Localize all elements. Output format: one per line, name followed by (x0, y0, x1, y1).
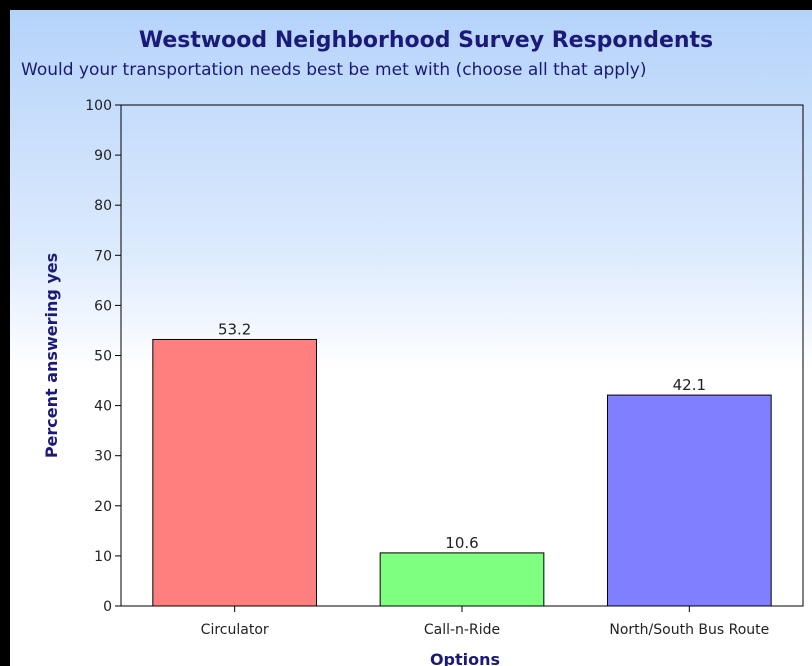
y-tick-label: 60 (94, 298, 112, 314)
y-axis: 0 10 20 30 40 50 60 70 80 90 100 (85, 98, 121, 615)
y-tick-label: 20 (94, 499, 112, 515)
x-axis: Circulator Call-n-Ride North/South Bus Rou… (201, 606, 769, 638)
bar (379, 552, 545, 607)
x-category-label: Circulator (201, 622, 269, 638)
y-tick-label: 80 (94, 198, 112, 214)
y-tick-label: 0 (103, 599, 112, 615)
y-tick-label: 70 (94, 248, 112, 264)
chart-title: Westwood Neighborhood Survey Respondents (139, 28, 713, 53)
bar-value-label: 10.6 (445, 534, 478, 552)
bar-value-label: 53.2 (218, 320, 251, 338)
bar-value-label: 42.1 (673, 376, 706, 394)
x-category-label: Call-n-Ride (424, 622, 500, 638)
chart-subtitle: Would your transportation needs best be … (21, 60, 647, 80)
bar-chart: Westwood Neighborhood Survey Respondents… (21, 28, 804, 666)
bar (606, 394, 772, 607)
x-axis-title: Options (430, 650, 500, 666)
y-tick-label: 10 (94, 549, 112, 565)
bar (152, 338, 318, 607)
y-tick-label: 100 (85, 98, 112, 114)
y-tick-label: 50 (94, 349, 112, 365)
bars-group: 53.2 10.6 42.1 (152, 320, 772, 607)
y-axis-title: Percent answering yes (42, 253, 61, 458)
x-category-label: North/South Bus Route (609, 622, 769, 638)
y-tick-label: 40 (94, 399, 112, 415)
y-tick-label: 90 (94, 148, 112, 164)
y-tick-label: 30 (94, 449, 112, 465)
